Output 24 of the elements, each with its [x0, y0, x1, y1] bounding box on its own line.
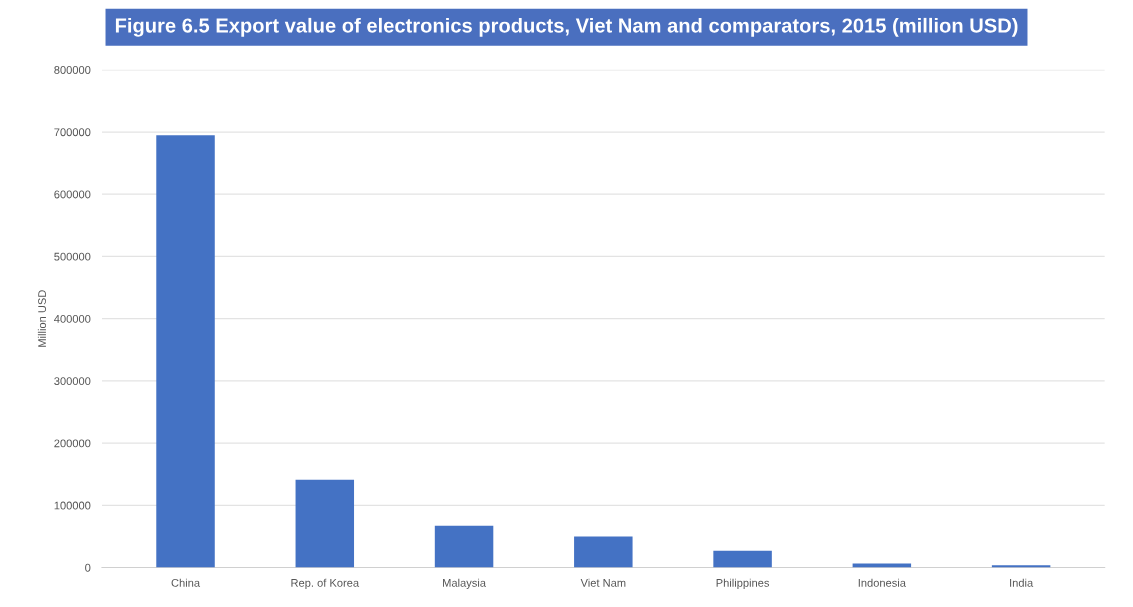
x-tick-label: Malaysia [443, 578, 486, 590]
x-tick-label: India [1010, 578, 1034, 587]
x-tick-label: Philippines [716, 578, 770, 590]
y-axis-title: Million USD [37, 290, 47, 347]
x-tick-label: China [171, 578, 201, 587]
y-tick-label: 400000 [54, 314, 91, 323]
bar [713, 550, 772, 568]
y-tick-label: 300000 [54, 377, 91, 386]
bar [574, 536, 633, 568]
x-tick-label: Viet Nam [580, 578, 626, 587]
bar [295, 479, 355, 568]
y-tick-label: 100000 [54, 501, 91, 510]
chart-title: Figure 6.5 Export value of electronics products, Viet Nam and comparators, 2015 (million USD) [115, 17, 1018, 37]
x-tick-label: Indonesia [858, 578, 906, 587]
y-tick-label: 800000 [54, 66, 91, 74]
y-tick-label: 200000 [54, 439, 91, 448]
bar [991, 565, 1051, 568]
x-tick-label: Rep. of Korea [291, 578, 360, 590]
y-tick-label: 500000 [54, 252, 91, 261]
y-tick-label: 600000 [54, 190, 91, 199]
y-tick-label: 0 [85, 563, 91, 572]
y-tick-label: 700000 [54, 128, 91, 137]
bar [156, 135, 215, 568]
bar [434, 525, 494, 568]
